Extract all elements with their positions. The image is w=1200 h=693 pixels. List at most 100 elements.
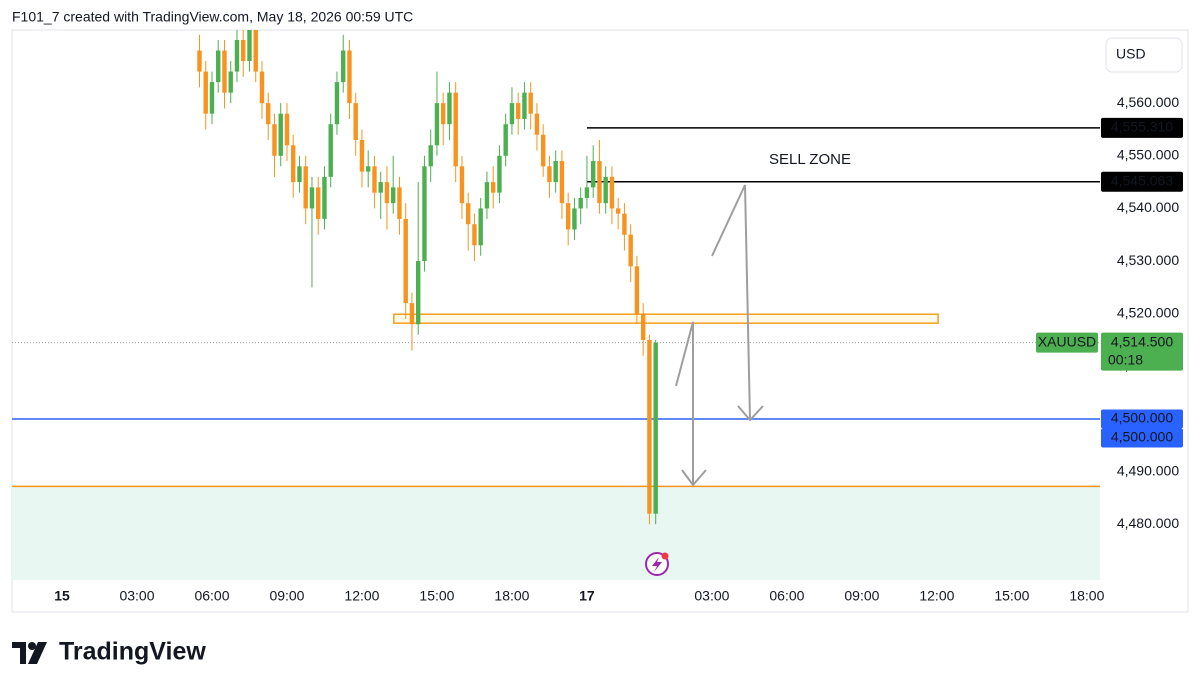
x-tick-label: 09:00 <box>844 588 879 604</box>
candle-body <box>509 103 515 125</box>
arrow-head <box>737 405 764 422</box>
x-tick-label: 15:00 <box>994 588 1029 604</box>
candle-body <box>503 124 508 156</box>
currency: USD <box>1116 46 1146 62</box>
candle-body <box>609 176 615 209</box>
x-tick-label: 15 <box>54 588 70 604</box>
candle-body <box>628 234 633 267</box>
candle-body <box>234 40 240 72</box>
candle-body <box>228 71 233 93</box>
candle-body <box>409 303 415 325</box>
arrow-line <box>675 321 694 485</box>
header: F101_7 created with TradingView.com, May… <box>12 9 413 25</box>
y-tick-label: 4,520.000 <box>1117 304 1179 320</box>
arrow-head <box>681 469 707 487</box>
x-tick-label: 03:00 <box>694 588 729 604</box>
candle-body <box>203 71 208 114</box>
x-tick-label: 18:00 <box>494 588 529 604</box>
brand-logo <box>12 642 47 664</box>
currency-box <box>1105 37 1183 73</box>
blue-level-box <box>1101 409 1183 429</box>
level-label-box <box>1101 171 1183 192</box>
logo-mark <box>28 642 36 650</box>
candle-body <box>484 182 490 209</box>
annotation: SELL ZONE <box>769 151 851 168</box>
candle-body <box>422 166 427 262</box>
y-tick-label: 4,480.000 <box>1117 515 1179 531</box>
level-label-box <box>1101 117 1183 138</box>
candle-body <box>647 340 652 514</box>
logo-mark <box>28 642 47 664</box>
candle-body <box>459 166 465 204</box>
candle-body <box>590 161 596 188</box>
candle-body <box>553 161 558 183</box>
candle-body <box>397 187 402 219</box>
candle-body <box>453 92 458 167</box>
candle-body <box>540 134 546 167</box>
zone <box>393 313 939 324</box>
icon-bolt <box>652 557 662 572</box>
x-tick-label: 15:00 <box>419 588 454 604</box>
support-area <box>12 486 1100 580</box>
y-tick-label: 4,550.000 <box>1117 146 1179 162</box>
y-tick-label: 4,530.000 <box>1117 252 1179 268</box>
candle-body <box>322 176 327 219</box>
candle-body <box>209 82 215 114</box>
y-tick-label: 4,540.000 <box>1117 199 1179 215</box>
candle-body <box>515 103 521 119</box>
candle-body <box>478 208 483 246</box>
candle-body <box>266 103 271 125</box>
candle-body <box>316 187 321 219</box>
candle-body <box>490 182 496 193</box>
candle-body <box>497 155 502 193</box>
candle-body <box>441 103 446 125</box>
brand: TradingView <box>59 638 206 666</box>
candle-body <box>278 113 283 156</box>
candle-body <box>328 124 333 177</box>
x-tick-label: 03:00 <box>119 588 154 604</box>
symbol-label: XAUUSD <box>1038 333 1096 349</box>
level-label: 4,555.310 <box>1111 119 1173 135</box>
candle-body <box>291 145 296 183</box>
candle-body <box>353 103 358 140</box>
candle-body <box>640 313 646 340</box>
candle-body <box>547 166 552 183</box>
candle-body <box>634 266 640 314</box>
level-label: 4,545.063 <box>1111 172 1173 188</box>
candle-body <box>603 176 608 204</box>
logo-mark <box>12 642 26 664</box>
x-tick-label: 06:00 <box>194 588 229 604</box>
blue-level-label: 4,500.000 <box>1111 429 1173 445</box>
candle-body <box>241 40 246 62</box>
last-price-box <box>1101 332 1183 371</box>
candle-body <box>334 82 340 125</box>
plot-area <box>12 30 1100 580</box>
candle-body <box>372 166 377 193</box>
candle-body <box>253 30 258 72</box>
candle-body <box>434 103 440 146</box>
candle-body <box>222 50 227 93</box>
candle-body <box>297 166 302 183</box>
x-tick-label: 17 <box>579 588 595 604</box>
candle-body <box>391 187 396 204</box>
last-price-label: 4,514.500 <box>1111 333 1173 349</box>
x-tick-label: 06:00 <box>769 588 804 604</box>
y-tick-label: 4,560.000 <box>1117 94 1179 110</box>
y-tick-label: 4,490.000 <box>1117 462 1179 478</box>
x-tick-label: 09:00 <box>269 588 304 604</box>
candle-body <box>465 203 471 225</box>
candle-body <box>416 261 421 325</box>
candle-body <box>303 166 308 209</box>
drawing-arrows <box>675 184 764 487</box>
candle-body <box>597 161 602 204</box>
candle-body <box>216 50 221 83</box>
x-tick-label: 12:00 <box>919 588 954 604</box>
x-tick-label: 18:00 <box>1069 588 1104 604</box>
x-tick-label: 12:00 <box>344 588 379 604</box>
candle-body <box>534 113 540 135</box>
candle-body <box>247 30 252 62</box>
candle-body <box>197 50 202 72</box>
candle-body <box>584 187 590 198</box>
